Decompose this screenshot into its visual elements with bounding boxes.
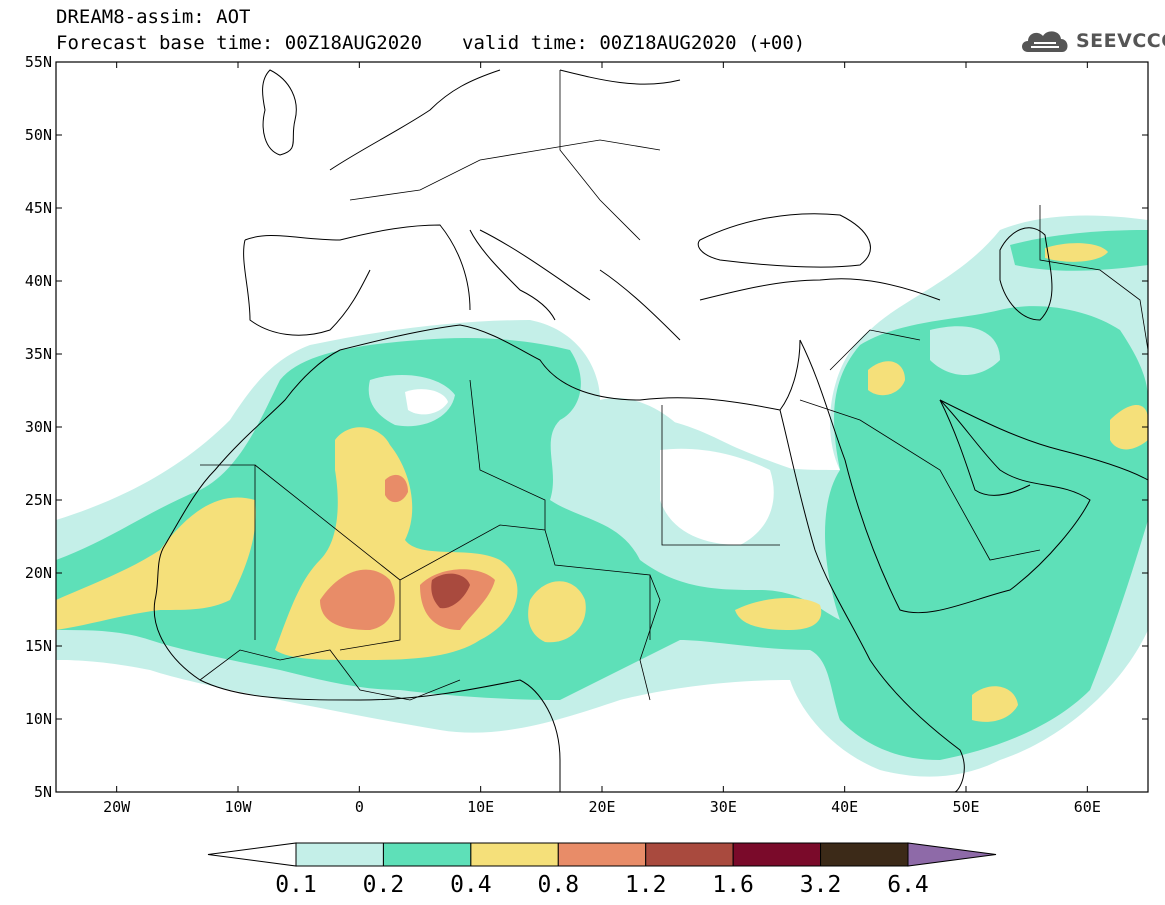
lat-tick-label: 50N [25,126,52,144]
coast-africa-west [153,349,561,792]
lon-tick-label: 60E [1074,798,1101,816]
aot-band-0.4-somalia [972,686,1018,722]
base-time: Forecast base time: 00Z18AUG2020 [56,32,423,54]
aot-field [56,215,1148,777]
lon-tick-label: 10E [467,798,494,816]
coast-iran-south [939,399,1148,481]
coast-gulf [939,399,1031,496]
lat-tick-label: 40N [25,272,52,290]
valid-time: valid time: 00Z18AUG2020 (+00) [462,32,806,54]
colorbar-level-label: 0.8 [538,872,580,898]
coast-black-sea [697,213,871,268]
border-saudi [799,399,1041,561]
colorbar-swatch [382,842,472,867]
colorbar-swatch [820,842,909,867]
border-iraq [829,329,921,371]
colorbar-level-label: 0.2 [363,872,405,898]
lon-tick-label: 40E [831,798,858,816]
colorbar-level-label: 0.1 [275,872,317,898]
border-algeria-niger [399,524,651,640]
lat-tick-label: 20N [25,564,52,582]
colorbar-level-label: 0.4 [450,872,492,898]
colorbar-swatch [645,842,734,867]
lon-tick-label: 10W [224,798,252,816]
country-borders [199,70,1148,701]
colorbar-swatch [557,842,647,867]
colorbar-level-label: 1.6 [712,872,754,898]
lat-tick-label: 10N [25,710,52,728]
lat-tick-label: 5N [34,783,52,801]
aot-band-0.4-sudan [735,598,822,630]
coast-caspian [999,227,1053,321]
aot-band-0.4-west [56,497,256,630]
aot-clear-algeria-core [405,389,448,415]
border-west-africa [199,649,461,701]
aot-band-1.2 [431,573,470,609]
coast-iberia [243,239,371,336]
map-area [56,69,1148,792]
aot-band-0.4-pakistan [1110,405,1148,450]
lat-tick-label: 35N [25,345,52,363]
lon-tick-label: 0 [355,798,364,816]
colorbar: 0.1 0.2 0.4 0.8 1.2 1.6 3.2 6.4 [207,842,997,898]
coast-italy [469,229,556,321]
forecast-times: Forecast base time: 00Z18AUG2020 valid ti… [56,32,805,54]
cloud-icon [1022,31,1068,52]
lat-tick-label: 45N [25,199,52,217]
border-chad-sudan [639,574,661,701]
coast-uk [262,69,297,156]
aot-band-0.8-algeria [385,474,408,503]
border-sahara-2 [254,464,401,651]
colorbar-level-label: 1.2 [625,872,667,898]
lat-tick-label: 55N [25,53,52,71]
coast-arabia [799,339,1091,614]
coastlines [153,69,1148,792]
colorbar-swatch [732,842,822,867]
latitude-axis: 5N 10N 15N 20N 25N 30N 35N 40N 45N 50N 55N [25,53,1148,801]
aot-clear-egypt [660,448,774,545]
lat-tick-label: 15N [25,637,52,655]
colorbar-swatch [470,842,559,867]
lon-tick-label: 20E [588,798,615,816]
longitude-axis: 20W 10W 0 10E 20E 30E 40E 50E 60E [103,62,1101,816]
logo-text: SEEVCCC [1076,30,1165,52]
colorbar-under-triangle [207,842,297,867]
coast-mediterranean-south [339,324,801,411]
border-europe-2 [559,70,641,241]
colorbar-level-label: 6.4 [887,872,929,898]
colorbar-swatch [295,842,384,867]
chart-title: DREAM8-assim: AOT [56,6,251,28]
colorbar-level-label: 3.2 [800,872,842,898]
border-europe-1 [349,139,661,201]
aot-band-0.4-iraq [868,361,905,396]
coast-europe-south [244,224,941,341]
seevccc-logo: SEEVCCC [1018,26,1165,56]
aot-clear-iran [930,326,1000,375]
lat-tick-label: 25N [25,491,52,509]
border-libya-egypt [661,405,780,546]
aot-band-0.8 [320,569,395,630]
lon-tick-label: 50E [952,798,979,816]
coast-red-sea-west [779,409,965,792]
lon-tick-label: 30E [710,798,737,816]
border-libya [469,379,546,530]
colorbar-over-triangle [907,842,997,867]
aot-band-0.4-caspian [1045,243,1108,262]
lon-tick-label: 20W [103,798,131,816]
lat-tick-label: 30N [25,418,52,436]
border-iran [1039,205,1148,351]
coast-europe-north [329,69,681,171]
aot-band-0.4-chad [528,581,586,643]
